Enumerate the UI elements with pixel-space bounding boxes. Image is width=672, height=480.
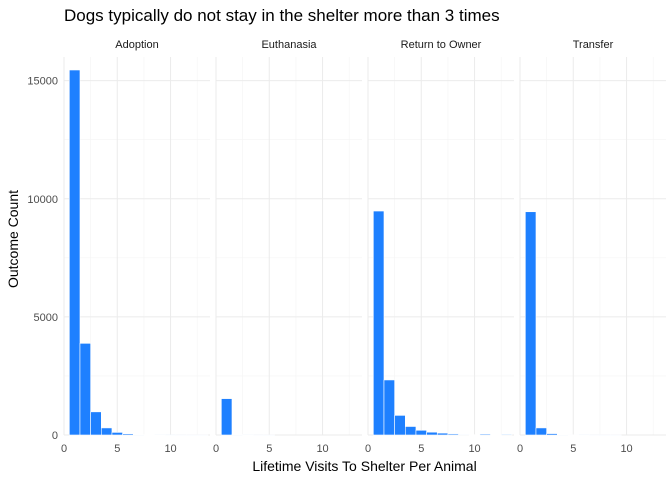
panel-transfer: Transfer 0 5 10 (517, 39, 666, 455)
bar-return-to-owner-7 (436, 432, 449, 436)
bar-return-to-owner-1 (373, 210, 385, 436)
bar-adoption-2 (79, 343, 91, 436)
facet-panels: 0 5000 10000 15000 Adoption 0 5 10 Euthanasia 0 5 1… (27, 39, 666, 455)
bar-transfer-1 (525, 211, 537, 436)
x-tick-label: 5 (570, 443, 576, 455)
bar-euthanasia-5 (263, 434, 275, 436)
y-axis-title: Outcome Count (5, 190, 21, 288)
x-tick-label: 5 (266, 443, 272, 455)
y-tick-label: 10000 (27, 194, 58, 206)
bar-transfer-4 (556, 434, 569, 436)
bar-return-to-owner-12 (490, 434, 502, 436)
bar-euthanasia-3 (242, 434, 254, 436)
bar-transfer-2 (535, 427, 547, 436)
x-tick-label: 0 (365, 443, 371, 455)
bar-transfer-3 (546, 433, 558, 436)
x-tick-label: 10 (468, 443, 480, 455)
bar-adoption-5 (111, 432, 123, 436)
bar-transfer-7 (588, 434, 601, 436)
bar-return-to-owner-3 (394, 415, 406, 436)
bar-euthanasia-2 (231, 434, 243, 436)
x-tick-label: 10 (316, 443, 328, 455)
bar-return-to-owner-11 (479, 433, 491, 436)
bar-return-to-owner-5 (415, 429, 427, 436)
bar-euthanasia-4 (252, 434, 265, 436)
x-axis-title: Lifetime Visits To Shelter Per Animal (252, 458, 476, 474)
bar-adoption-7 (132, 434, 145, 436)
bar-transfer-6 (578, 434, 590, 436)
bar-adoption-11 (175, 434, 187, 436)
panel-euthanasia: Euthanasia 0 5 10 (213, 39, 362, 455)
facet-label-euthanasia: Euthanasia (261, 39, 317, 51)
x-tick-label: 5 (114, 443, 120, 455)
x-tick-label: 0 (61, 443, 67, 455)
bar-return-to-owner-10 (468, 434, 481, 436)
panel-return-to-owner: Return to Owner 0 5 10 (365, 39, 514, 455)
x-tick-label: 5 (418, 443, 424, 455)
bar-adoption-6 (122, 433, 134, 436)
bar-adoption-1 (69, 69, 81, 436)
chart-title: Dogs typically do not stay in the shelte… (64, 6, 500, 25)
bar-adoption-3 (90, 411, 102, 436)
bar-adoption-10 (164, 434, 177, 436)
bar-transfer-5 (567, 434, 579, 436)
bar-return-to-owner-2 (383, 379, 395, 436)
bar-return-to-owner-6 (426, 431, 438, 436)
facet-label-adoption: Adoption (115, 39, 158, 51)
bar-adoption-12 (186, 434, 198, 436)
y-tick-label: 0 (52, 430, 58, 442)
facet-label-return-to-owner: Return to Owner (401, 39, 482, 51)
bar-return-to-owner-8 (447, 433, 459, 436)
panel-adoption: Adoption 0 5 10 (61, 39, 210, 455)
x-tick-label: 10 (164, 443, 176, 455)
y-tick-label: 15000 (27, 76, 58, 88)
bar-return-to-owner-9 (458, 434, 470, 436)
bar-adoption-9 (154, 434, 166, 436)
bar-return-to-owner-4 (404, 426, 417, 436)
bar-adoption-4 (100, 427, 113, 436)
y-tick-label: 5000 (34, 312, 58, 324)
x-tick-label: 10 (620, 443, 632, 455)
bar-euthanasia-1 (221, 398, 233, 436)
bar-adoption-13 (196, 434, 209, 436)
x-tick-label: 0 (213, 443, 219, 455)
bar-return-to-owner-13 (500, 433, 513, 436)
bar-transfer-8 (599, 434, 611, 436)
x-tick-label: 0 (517, 443, 523, 455)
bar-adoption-8 (143, 434, 155, 436)
bar-transfer-9 (610, 434, 622, 436)
facet-label-transfer: Transfer (573, 39, 614, 51)
